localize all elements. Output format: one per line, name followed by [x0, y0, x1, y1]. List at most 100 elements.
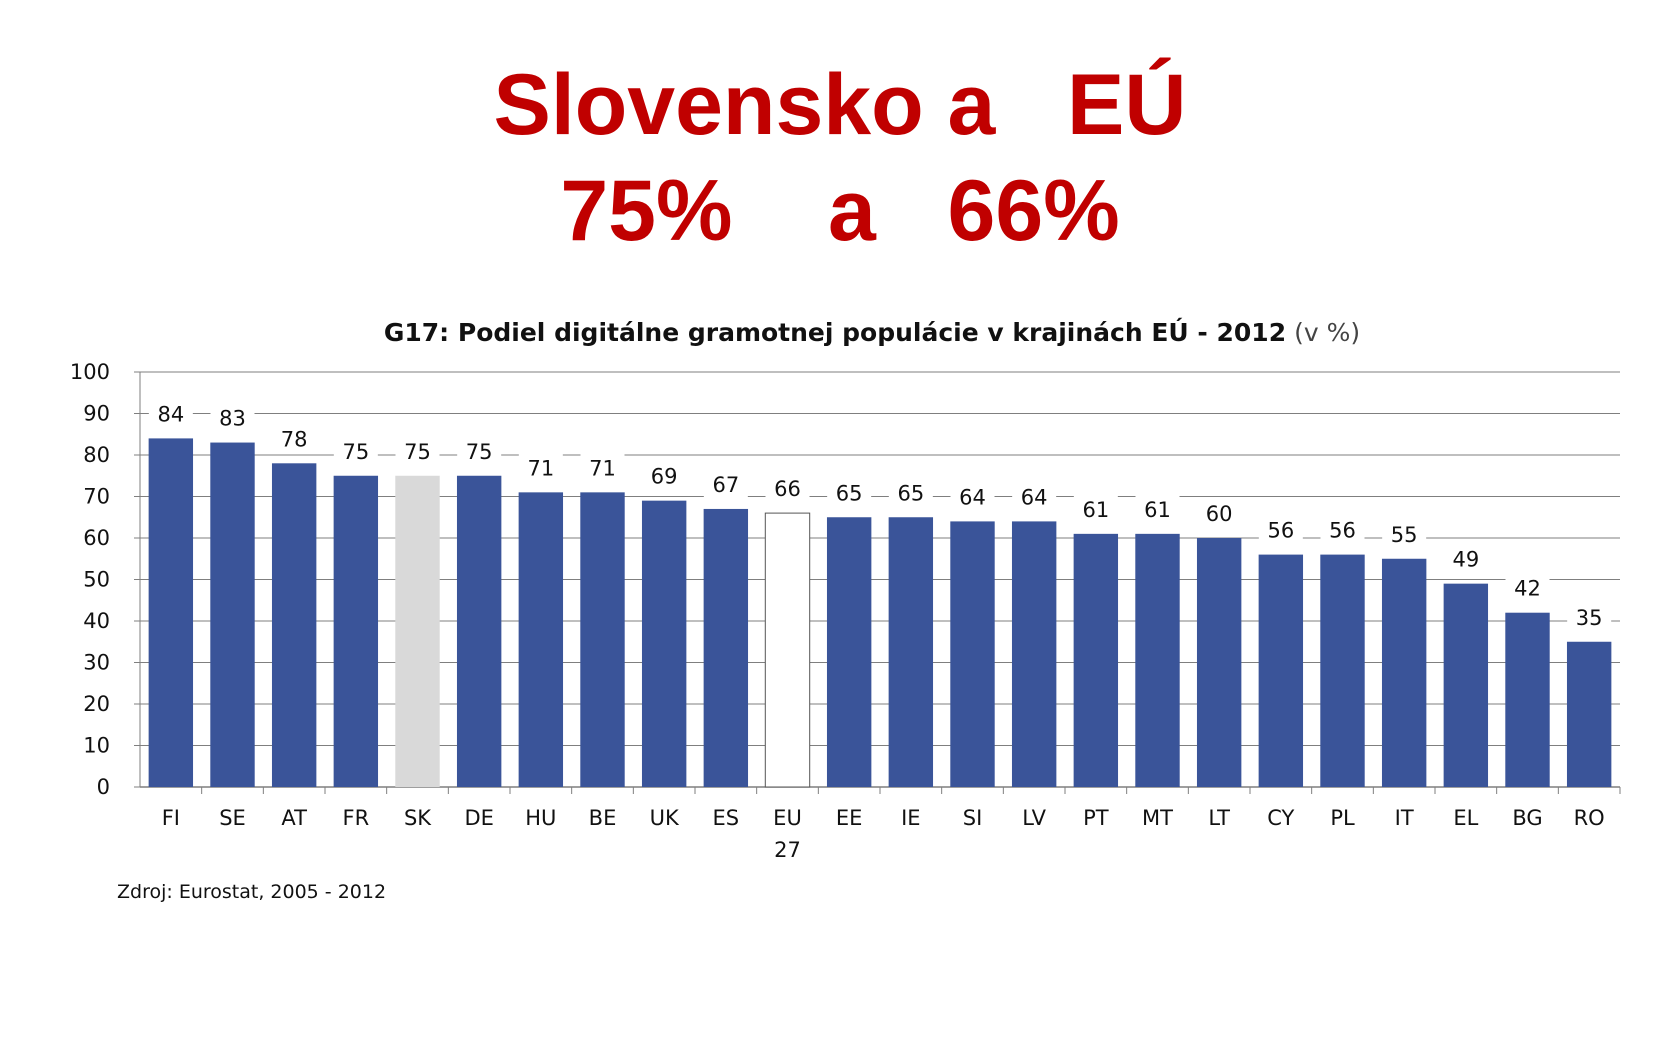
- category-label: 27: [774, 838, 801, 862]
- data-label-bg: [1258, 516, 1303, 544]
- data-label-bg: [827, 479, 872, 507]
- y-tick-label: 10: [83, 734, 110, 758]
- data-label: 42: [1514, 577, 1541, 601]
- bars: [148, 438, 1612, 788]
- data-label: 60: [1206, 502, 1233, 526]
- data-label-bg: [950, 483, 995, 511]
- category-label: EL: [1453, 806, 1478, 830]
- data-label-bg: [1197, 500, 1242, 527]
- y-tick-label: 100: [70, 360, 110, 384]
- y-tick-label: 20: [83, 692, 110, 716]
- data-label: 71: [589, 456, 616, 480]
- data-labels: 84 83 78 75 75 75 71 71 69 67 66 65 65 64 64 61 61 60 56 56…: [148, 400, 1612, 631]
- data-label-bg: [1382, 520, 1427, 548]
- bar: [395, 475, 440, 787]
- data-label: 61: [1144, 498, 1171, 522]
- bar: [580, 492, 625, 787]
- data-label-bg: [518, 454, 563, 482]
- data-label: 75: [404, 440, 431, 464]
- data-label: 56: [1329, 519, 1356, 543]
- bar: [271, 463, 317, 787]
- bar: [950, 521, 995, 787]
- bar: [148, 438, 194, 787]
- bar: [210, 442, 255, 787]
- category-label: EE: [836, 806, 863, 830]
- category-label: FR: [342, 806, 369, 830]
- data-label-bg: [703, 470, 748, 498]
- data-label: 66: [774, 477, 801, 501]
- data-label-bg: [642, 462, 687, 490]
- bar: [1073, 533, 1119, 787]
- y-tick-label: 0: [97, 775, 110, 799]
- data-label-bg: [1505, 574, 1550, 602]
- category-label: RO: [1574, 806, 1605, 830]
- data-label: 71: [527, 456, 554, 480]
- category-label: BG: [1512, 806, 1542, 830]
- data-label-bg: [210, 404, 255, 432]
- y-tick-label: 80: [83, 443, 110, 467]
- data-label: 56: [1267, 519, 1294, 543]
- category-label: MT: [1142, 806, 1173, 830]
- bar: [703, 508, 749, 787]
- data-label-bg: [457, 437, 502, 465]
- gridlines: [134, 371, 1621, 794]
- data-label-bg: [580, 454, 625, 482]
- bar: [641, 500, 687, 787]
- data-label-bg: [1320, 516, 1365, 544]
- headline-line-1: Slovensko a EÚ: [493, 57, 1187, 153]
- category-label: IE: [901, 806, 920, 830]
- bar: [1505, 612, 1550, 787]
- bar: [1196, 538, 1242, 787]
- data-label: 61: [1082, 498, 1109, 522]
- category-label: HU: [525, 806, 556, 830]
- bar: [456, 475, 502, 787]
- category-label: LV: [1022, 806, 1046, 830]
- bar: [333, 475, 379, 787]
- category-label: ES: [713, 806, 740, 830]
- data-label: 35: [1576, 606, 1603, 630]
- data-label-bg: [888, 479, 933, 507]
- source-note: Zdroj: Eurostat, 2005 - 2012: [117, 881, 386, 903]
- category-label: EU: [773, 806, 802, 830]
- bar: [1381, 558, 1427, 787]
- data-label-bg: [333, 437, 378, 465]
- data-label-bg: [1135, 495, 1180, 523]
- chart-title: G17: Podiel digitálne gramotnej populáci…: [384, 317, 1360, 347]
- category-label: LT: [1208, 806, 1230, 830]
- data-label: 84: [157, 402, 184, 426]
- data-label-bg: [1567, 603, 1612, 631]
- headline-line-2: 75% a 66%: [560, 163, 1120, 259]
- data-label: 67: [712, 473, 739, 497]
- chart-title-main: G17: Podiel digitálne gramotnej populáci…: [384, 317, 1286, 347]
- bar: [1443, 583, 1489, 787]
- bar: [1566, 641, 1612, 787]
- bar: [1135, 533, 1180, 787]
- data-label: 65: [897, 481, 924, 505]
- bar: [888, 517, 934, 787]
- bar: [764, 512, 811, 788]
- category-label: SE: [219, 806, 246, 830]
- data-label: 49: [1452, 548, 1479, 572]
- data-label-bg: [1012, 483, 1057, 511]
- data-label: 55: [1391, 523, 1418, 547]
- data-label: 75: [466, 440, 493, 464]
- category-label: AT: [281, 806, 307, 830]
- category-label: IT: [1395, 806, 1414, 830]
- y-tick-label: 90: [83, 402, 110, 426]
- x-axis-categories: FI SE AT FR SK DE HU BE UK ES EU 27 EE IE SI LV PT MT LT CY…: [162, 806, 1605, 862]
- category-label: SK: [404, 806, 432, 830]
- bar: [1258, 554, 1304, 787]
- y-axis-ticks: 0 10 20 30 40 50 60 70 80 90 100: [70, 360, 110, 799]
- y-tick-label: 40: [83, 609, 110, 633]
- bar: [1320, 554, 1365, 787]
- data-label-bg: [272, 425, 317, 453]
- data-label-bg: [148, 400, 193, 428]
- y-tick-label: 70: [83, 485, 110, 509]
- category-label: FI: [162, 806, 180, 830]
- data-label: 64: [959, 485, 986, 509]
- data-label-bg: [765, 475, 810, 503]
- data-label: 64: [1021, 485, 1048, 509]
- data-label: 78: [281, 427, 308, 451]
- y-tick-label: 60: [83, 526, 110, 550]
- data-label: 69: [651, 465, 678, 489]
